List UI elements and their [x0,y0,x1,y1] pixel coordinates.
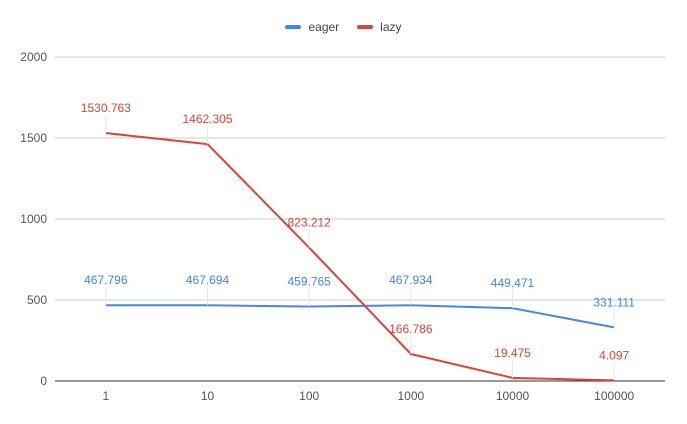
data-label-lazy: 4.097 [599,348,629,362]
x-tick-label: 100 [299,389,319,403]
series-line-lazy[interactable] [105,132,615,382]
y-axis: 0 500 1000 1500 2000 [20,50,47,388]
legend-item-eager[interactable]: eager [285,20,339,34]
data-labels: 467.796 467.694 459.765 467.934 449.471 331.1… [81,101,635,381]
data-label-eager: 467.694 [186,273,230,287]
x-tick-label: 1000 [397,389,424,403]
x-tick-label: 10 [201,389,215,403]
gridlines [55,56,665,301]
legend-swatch-lazy [357,25,374,29]
x-axis: 1 10 100 1000 10000 100000 [55,380,665,403]
legend-item-lazy[interactable]: lazy [357,20,402,34]
legend-label-lazy: lazy [380,20,402,34]
data-label-eager: 459.765 [287,275,331,289]
data-label-eager: 467.796 [84,273,128,287]
data-label-eager: 467.934 [389,273,433,287]
y-tick-label: 500 [27,293,47,307]
y-tick-label: 0 [40,374,47,388]
data-label-lazy: 19.475 [494,346,531,360]
y-tick-label: 1000 [20,212,47,226]
chart-legend: eager lazy [0,20,687,34]
data-label-lazy: 1462.305 [182,112,232,126]
series-lines [105,132,615,382]
series-line-eager[interactable] [105,304,615,329]
x-tick-label: 1 [102,389,109,403]
data-label-eager: 449.471 [491,276,535,290]
data-label-lazy: 1530.763 [81,101,131,115]
legend-swatch-eager [285,25,302,29]
data-label-eager: 331.111 [593,295,635,309]
data-label-lazy: 166.786 [389,322,433,336]
x-tick-label: 10000 [496,389,530,403]
data-label-lazy: 823.212 [287,216,331,230]
y-tick-label: 1500 [20,131,47,145]
legend-label-eager: eager [308,20,340,34]
x-tick-label: 100000 [594,389,634,403]
y-tick-label: 2000 [20,50,47,64]
